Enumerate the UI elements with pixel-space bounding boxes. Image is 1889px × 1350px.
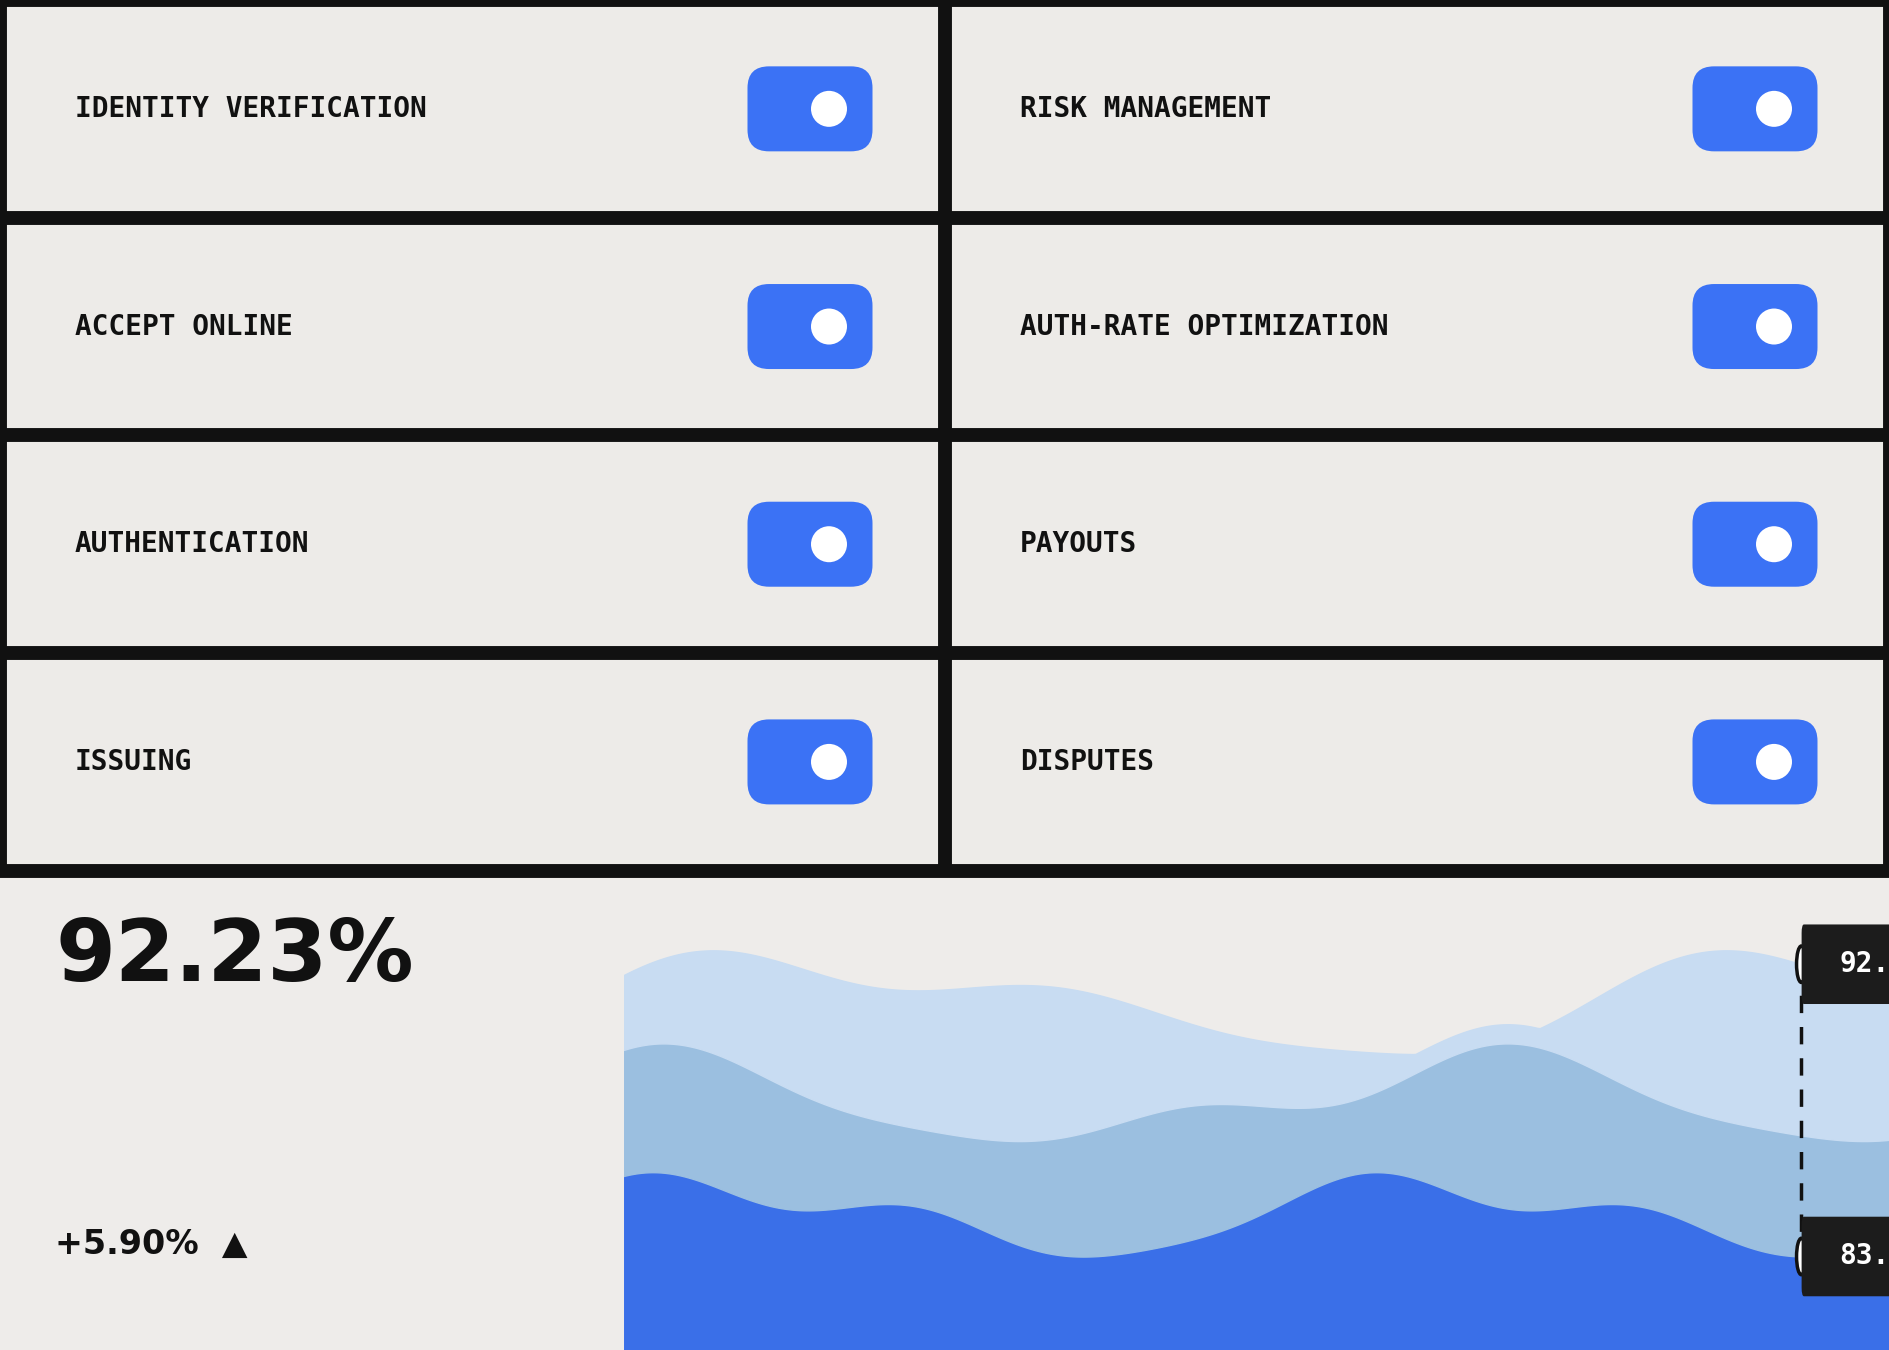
Text: 92.23%: 92.23% xyxy=(1838,950,1889,979)
FancyBboxPatch shape xyxy=(748,66,873,151)
Text: 83.47%: 83.47% xyxy=(1838,1242,1889,1270)
Circle shape xyxy=(1796,946,1806,983)
FancyBboxPatch shape xyxy=(0,213,950,440)
Text: +5.90%  ▲: +5.90% ▲ xyxy=(55,1228,247,1261)
Circle shape xyxy=(1755,90,1791,127)
Text: ISSUING: ISSUING xyxy=(76,748,193,776)
Text: PAYOUTS: PAYOUTS xyxy=(1020,531,1137,558)
FancyBboxPatch shape xyxy=(748,720,873,805)
FancyBboxPatch shape xyxy=(939,213,1889,440)
FancyBboxPatch shape xyxy=(0,648,950,876)
FancyBboxPatch shape xyxy=(1800,1216,1889,1296)
Text: ACCEPT ONLINE: ACCEPT ONLINE xyxy=(76,313,293,340)
FancyBboxPatch shape xyxy=(939,431,1889,657)
FancyBboxPatch shape xyxy=(1693,720,1817,805)
Circle shape xyxy=(810,309,846,344)
FancyBboxPatch shape xyxy=(748,284,873,369)
Text: IDENTITY VERIFICATION: IDENTITY VERIFICATION xyxy=(76,95,427,123)
Text: AUTHENTICATION: AUTHENTICATION xyxy=(76,531,310,558)
FancyBboxPatch shape xyxy=(0,431,950,657)
Circle shape xyxy=(1755,526,1791,562)
FancyBboxPatch shape xyxy=(939,648,1889,876)
Text: DISPUTES: DISPUTES xyxy=(1020,748,1154,776)
FancyBboxPatch shape xyxy=(1800,925,1889,1004)
Circle shape xyxy=(1755,744,1791,780)
Circle shape xyxy=(1755,309,1791,344)
Circle shape xyxy=(810,90,846,127)
FancyBboxPatch shape xyxy=(0,0,950,223)
Circle shape xyxy=(1796,1238,1806,1274)
FancyBboxPatch shape xyxy=(1693,284,1817,369)
Circle shape xyxy=(810,744,846,780)
Text: AUTH-RATE OPTIMIZATION: AUTH-RATE OPTIMIZATION xyxy=(1020,313,1388,340)
FancyBboxPatch shape xyxy=(1693,502,1817,587)
Circle shape xyxy=(810,526,846,562)
FancyBboxPatch shape xyxy=(748,502,873,587)
FancyBboxPatch shape xyxy=(939,0,1889,223)
Text: 92.23%: 92.23% xyxy=(55,915,414,999)
FancyBboxPatch shape xyxy=(1693,66,1817,151)
Bar xyxy=(0,871,1889,1350)
Text: RISK MANAGEMENT: RISK MANAGEMENT xyxy=(1020,95,1271,123)
